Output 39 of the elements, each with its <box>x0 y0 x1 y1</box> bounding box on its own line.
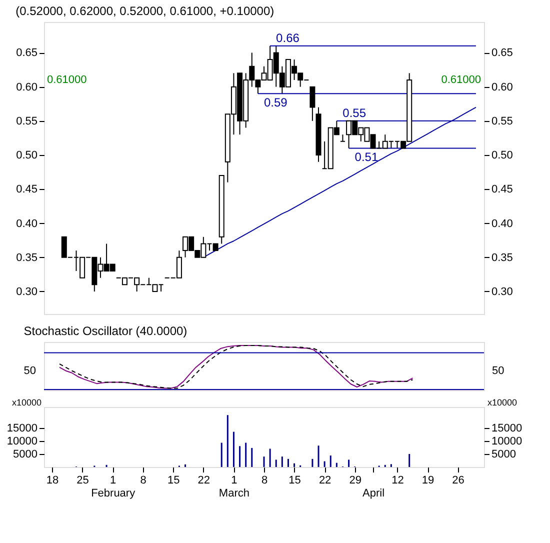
x-tick-label: 26 <box>452 474 464 486</box>
y-tick-label: 10000 <box>6 435 38 448</box>
series-label: 0.51 <box>354 150 378 164</box>
x-tick-label: 8 <box>140 474 146 486</box>
x-tick-label: 1 February <box>91 474 136 500</box>
x-tick-label: April <box>362 488 385 500</box>
y-tick-label: 0.55 <box>492 115 513 128</box>
x-tick-label: 22 <box>318 474 332 486</box>
x-tick-label: 25 <box>76 474 89 486</box>
y-axis-title: x10000 <box>12 398 42 408</box>
series-label: 0.55 <box>342 106 366 120</box>
candlestick <box>310 86 316 122</box>
x-tick-label: 29 <box>349 474 362 486</box>
x-tick-label: 12 <box>392 474 404 486</box>
x-tick-label: 22 <box>198 474 210 486</box>
annotation: 0.61000 <box>47 74 87 86</box>
series-label: 0.66 <box>276 30 300 45</box>
series-label: 0.59 <box>264 96 288 110</box>
y-tick-label: 0.40 <box>492 218 513 230</box>
y-tick-label: 5000 <box>13 448 38 460</box>
y-tick-label: 15000 <box>6 422 38 434</box>
text: 50 <box>24 365 36 378</box>
chart-title: Stochastic Oscillator (40.0000) <box>24 324 188 338</box>
x-tick-label: 15 <box>168 474 180 486</box>
y-tick-label: 0.60 <box>492 81 513 94</box>
x-tick-label: 8 <box>261 474 268 486</box>
y-tick-label: 0.30 <box>492 286 513 298</box>
chart-title: (0.52000, 0.62000, 0.52000, 0.61000, +0.10000) <box>16 4 274 18</box>
x-tick-label: 19 <box>422 474 434 486</box>
x-tick-label: 1 March <box>218 474 250 500</box>
y2-axis-title: x10000 <box>488 398 518 408</box>
y-tick-label: 0.35 <box>492 252 513 264</box>
annotation: 0.61000 <box>441 74 481 86</box>
y-tick-label: 0.50 <box>492 150 513 162</box>
y-tick-label: 0.65 <box>492 47 513 60</box>
x-tick-label: 15 <box>288 474 301 486</box>
text: 50 <box>492 365 504 378</box>
y-tick-label: 0.45 <box>492 184 513 196</box>
x-tick-label: 18 <box>46 474 59 486</box>
